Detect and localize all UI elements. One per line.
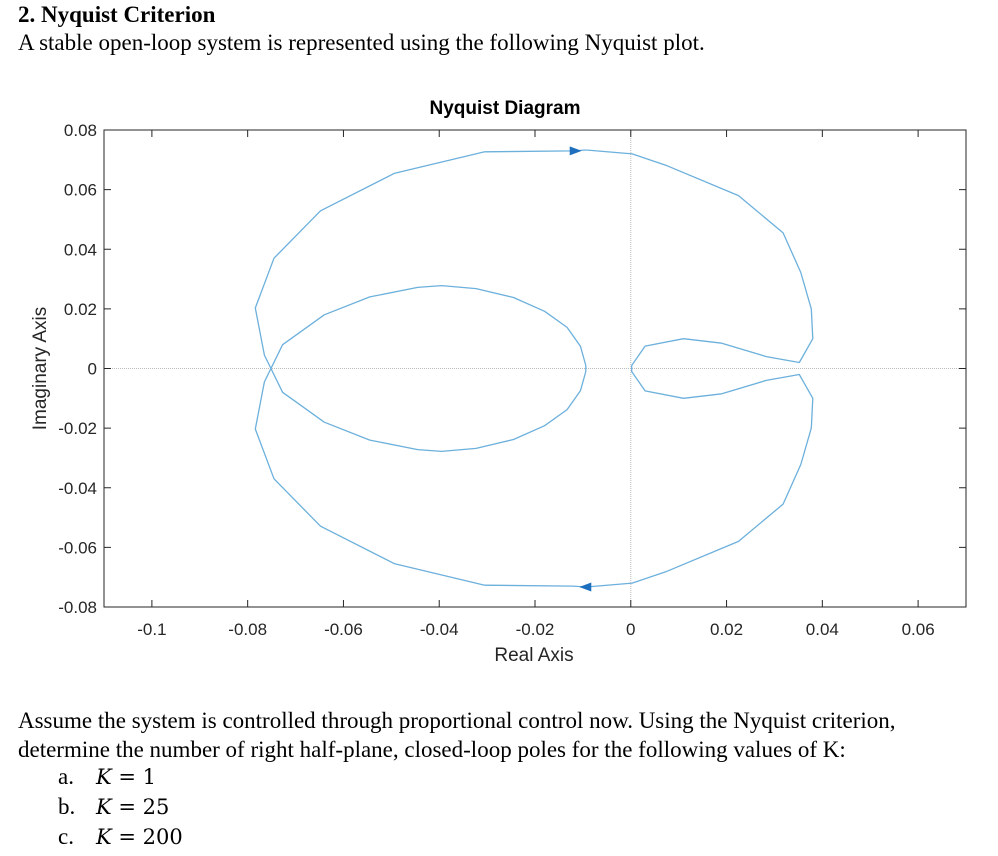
- x-tick-label: -0.08: [228, 620, 267, 639]
- item-label: b.: [58, 794, 76, 819]
- item-variable: K: [96, 825, 112, 849]
- list-item-c: c. K = 200: [58, 824, 183, 850]
- x-tick-label: -0.04: [420, 620, 459, 639]
- y-tick-label: 0.08: [64, 121, 97, 140]
- item-value: = 25: [111, 795, 170, 819]
- y-tick-label: 0.06: [64, 181, 97, 200]
- item-variable: K: [96, 795, 112, 819]
- item-label: a.: [58, 764, 74, 789]
- y-tick-label: 0.02: [64, 300, 97, 319]
- x-tick-label: 0.06: [902, 620, 935, 639]
- y-tick-label: -0.08: [58, 598, 97, 617]
- item-value: = 1: [111, 765, 157, 789]
- y-tick-label: 0.04: [64, 240, 97, 259]
- nyquist-figure: -0.1 -0.08 -0.06 -0.04 -0.02 0 0.02 0.04 0.06 0.0…: [30, 98, 967, 666]
- item-label: c.: [58, 824, 74, 849]
- direction-arrow-top: [569, 146, 582, 156]
- x-tick-label: 0.02: [710, 620, 743, 639]
- list-item-b: b. K = 25: [58, 794, 169, 820]
- item-variable: K: [96, 765, 112, 789]
- chart-title: Nyquist Diagram: [430, 98, 581, 119]
- x-tick-label: 0: [626, 620, 635, 639]
- x-axis-label: Real Axis: [494, 645, 573, 666]
- nyquist-curve-left-loop: [254, 149, 587, 588]
- y-tick-label: -0.06: [58, 538, 97, 557]
- x-tick-label: 0.04: [806, 620, 839, 639]
- nyquist-curve-right-loop: [586, 149, 814, 588]
- x-tick-label: -0.06: [324, 620, 363, 639]
- item-value: = 200: [111, 825, 183, 849]
- x-tick-label: -0.02: [516, 620, 555, 639]
- y-tick-label: 0: [88, 360, 97, 379]
- direction-arrow-bottom: [579, 582, 592, 592]
- intro-text: A stable open-loop system is represented…: [18, 30, 705, 55]
- y-tick-label: -0.02: [58, 419, 97, 438]
- y-axis-label: Imaginary Axis: [30, 307, 51, 431]
- y-tick-label: -0.04: [58, 479, 97, 498]
- question-text: Assume the system is controlled through …: [18, 708, 896, 762]
- list-item-a: a. K = 1: [58, 764, 156, 790]
- x-tick-label: -0.1: [137, 620, 166, 639]
- section-heading: 2. Nyquist Criterion: [18, 2, 216, 27]
